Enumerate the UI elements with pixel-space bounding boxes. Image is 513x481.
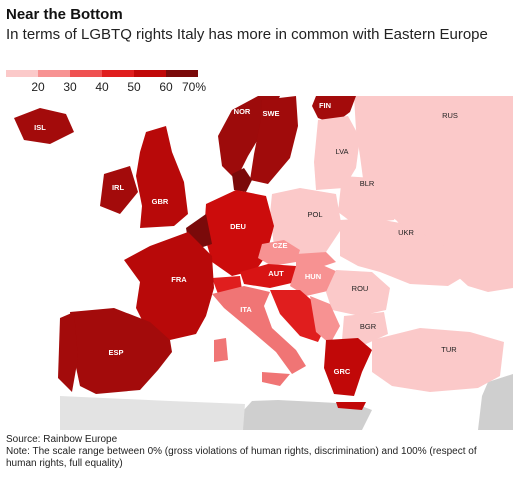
island-sicily [262,372,290,386]
country-labels: ISL NOR SWE FIN LVA RUS IRL GBR BLR POL DEU UKR CZE F… [34,101,458,376]
country-hun [290,264,338,296]
africa-land [60,396,245,430]
country-esp [70,308,172,394]
country-label-aut: AUT [268,269,284,278]
country-label-gbr: GBR [152,197,169,206]
footer: Source: Rainbow Europe Note: The scale r… [6,434,506,470]
legend-swatch [6,70,38,77]
country-tur [372,328,504,392]
legend-tick-label: 50 [127,80,141,94]
color-legend: 20 30 40 50 60 70% [6,70,238,100]
country-label-pol: POL [307,210,322,219]
country-label-cze: CZE [273,241,288,250]
legend-tick-label: 70% [181,80,207,94]
chart-subtitle: In terms of LGBTQ rights Italy has more … [6,26,488,43]
country-label-fin: FIN [319,101,331,110]
country-denmark [232,168,252,192]
country-serbia [310,296,340,344]
chart-title: Near the Bottom [6,6,123,23]
country-label-bgr: BGR [360,322,377,331]
middle-east-land [478,374,513,430]
country-ukr [340,218,468,286]
country-lva [314,116,360,190]
country-label-tur: TUR [441,345,457,354]
country-label-hun: HUN [305,272,321,281]
legend-swatch [70,70,102,77]
island-crete [336,402,366,410]
country-label-nor: NOR [234,107,251,116]
country-portugal [58,312,78,392]
legend-tick-label: 40 [95,80,109,94]
country-grc [324,338,372,396]
country-label-irl: IRL [112,183,125,192]
country-blr [338,176,398,224]
country-label-esp: ESP [108,348,123,357]
country-label-ukr: UKR [398,228,414,237]
country-aut [240,264,296,288]
country-pol [270,188,342,256]
country-label-isl: ISL [34,123,46,132]
country-label-ita: ITA [240,305,252,314]
country-bgr [342,312,388,344]
legend-tick-label: 30 [63,80,77,94]
legend-swatch [166,70,198,77]
country-label-deu: DEU [230,222,246,231]
country-fra [124,232,214,340]
country-deu [204,190,274,276]
country-label-grc: GRC [334,367,351,376]
country-gbr [136,126,188,228]
country-label-blr: BLR [360,179,375,188]
legend-tick-label: 20 [31,80,45,94]
scale-note: Note: The scale range between 0% (gross … [6,446,477,469]
country-swe [250,96,298,184]
country-label-swe: SWE [262,109,279,118]
country-fin [312,96,356,124]
legend-swatch [102,70,134,77]
country-ita [212,286,306,374]
country-rus [354,96,513,292]
source-note: Source: Rainbow Europe [6,434,118,445]
island-sardinia [214,338,228,362]
country-label-rus: RUS [442,111,458,120]
legend-swatch [134,70,166,77]
country-cze [258,240,300,266]
country-label-lva: LVA [335,147,348,156]
country-label-fra: FRA [171,275,187,284]
country-label-rou: ROU [352,284,369,293]
country-isl [14,108,74,144]
country-rou [326,270,390,316]
country-irl [100,166,138,214]
europe-map: ISL NOR SWE FIN LVA RUS IRL GBR BLR POL DEU UKR CZE F… [0,96,513,430]
legend-swatch [38,70,70,77]
legend-tick-label: 60 [159,80,173,94]
